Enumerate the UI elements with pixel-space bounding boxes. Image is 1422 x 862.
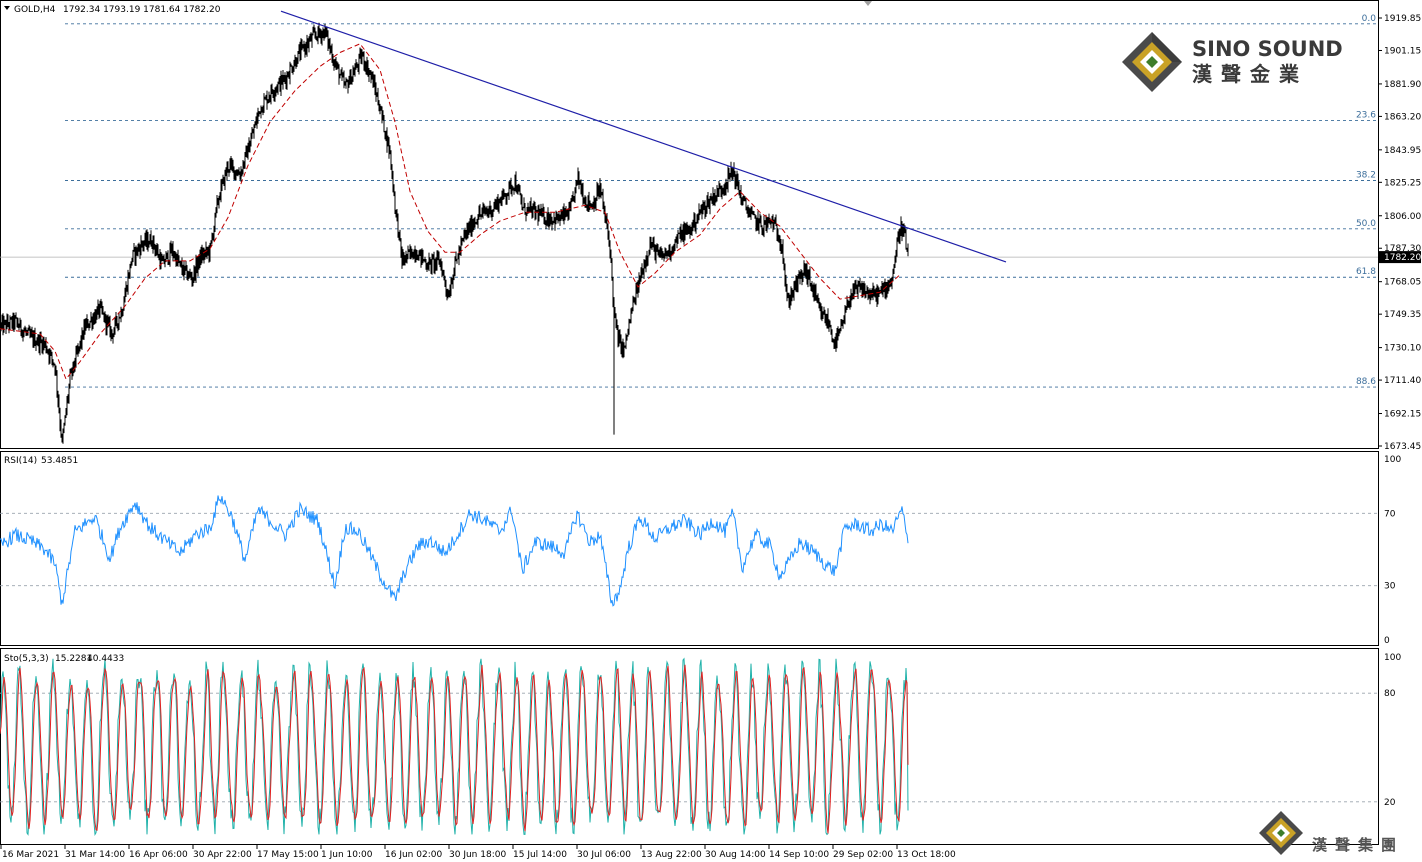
time-tick-label: 13 Oct 18:00 [897, 850, 956, 860]
descending-trendline[interactable] [280, 10, 1007, 263]
sto-pane-frame [0, 648, 1379, 845]
rsi-plot: 100 70 30 0 [0, 455, 1401, 646]
price-plot [0, 10, 1007, 444]
diamond-logo-icon [1122, 32, 1182, 92]
price-tick-label: 1825.25 [1384, 178, 1421, 188]
price-tick-label: 1692.15 [1384, 410, 1421, 420]
fib-level-label: 0.0 [1362, 14, 1377, 24]
current-price-badge [1379, 251, 1421, 264]
rsi-pane-frame [0, 451, 1379, 646]
price-bars-series [0, 22, 909, 444]
brand-logo: SINO SOUND 漢聲金業 [1122, 32, 1343, 92]
time-tick-label: 16 Jun 02:00 [385, 850, 442, 860]
footer-brand: 漢聲集團 [1259, 811, 1404, 855]
ohlc-values: 1792.34 1793.19 1781.64 1782.20 [63, 5, 221, 15]
dropdown-triangle-icon[interactable] [4, 6, 10, 10]
price-tick-label: 1749.35 [1384, 310, 1421, 320]
fib-level-label: 38.2 [1356, 170, 1376, 180]
rsi-tick-label: 100 [1384, 455, 1401, 465]
sto-signal-series [0, 664, 909, 834]
current-price-label: 1782.20 [1384, 253, 1421, 263]
brand-name-en: SINO SOUND [1192, 37, 1343, 61]
time-tick-label: 1 Jun 10:00 [321, 850, 373, 860]
sto-main-value: 15.2281 [55, 654, 92, 664]
fib-levels-group: 0.0 23.6 38.2 50.0 61.8 88.6 [65, 14, 1378, 388]
price-tick-label: 1768.05 [1384, 278, 1421, 288]
price-tick-label: 1863.20 [1384, 112, 1421, 122]
time-tick-label: 30 Aug 14:00 [705, 850, 766, 860]
sto-main-series [0, 657, 909, 837]
time-tick-label: 14 Sep 10:00 [769, 850, 829, 860]
time-tick-label: 15 Jul 14:00 [513, 850, 567, 860]
moving-average-series [0, 43, 901, 380]
price-axis: 1919.85 1901.15 1881.90 1863.20 1843.95 1825.… [0, 14, 1421, 452]
brand-name-zh: 漢聲金業 [1192, 62, 1308, 86]
time-tick-label: 30 Jul 06:00 [577, 850, 631, 860]
rsi-tick-label: 70 [1384, 509, 1396, 519]
price-tick-label: 1806.00 [1384, 212, 1421, 222]
price-tick-label: 1843.95 [1384, 146, 1421, 156]
rsi-series [0, 495, 909, 607]
time-tick-label: 16 Apr 06:00 [129, 850, 188, 860]
fib-level-label: 23.6 [1356, 110, 1376, 120]
rsi-label: RSI(14) [4, 456, 37, 466]
price-tick-label: 1787.30 [1384, 244, 1421, 254]
sto-label: Sto(5,3,3) [4, 654, 49, 664]
sto-tick-label: 20 [1384, 798, 1396, 808]
rsi-tick-label: 0 [1384, 636, 1390, 646]
sto-plot: 100 80 20 [0, 653, 1401, 837]
rsi-value: 53.4851 [41, 456, 78, 466]
price-tick-label: 1901.15 [1384, 46, 1421, 56]
time-tick-label: 30 Apr 22:00 [193, 850, 252, 860]
rsi-tick-label: 30 [1384, 582, 1396, 592]
time-tick-label: 29 Sep 02:00 [833, 850, 893, 860]
fib-level-label: 61.8 [1356, 267, 1376, 277]
fib-level-label: 50.0 [1356, 219, 1376, 229]
time-axis: 16 Mar 2021 31 Mar 14:00 16 Apr 06:00 30 Ap… [0, 845, 956, 860]
time-tick-label: 30 Jun 18:00 [449, 850, 506, 860]
chart-shift-marker-icon[interactable] [864, 1, 872, 6]
sto-signal-value: 40.4433 [87, 654, 124, 664]
main-pane-frame [0, 0, 1379, 449]
symbol-label: GOLD,H4 [14, 5, 56, 15]
small-diamond-logo-icon [1259, 811, 1303, 855]
time-tick-label: 13 Aug 22:00 [641, 850, 702, 860]
price-tick-label: 1673.45 [1384, 442, 1421, 452]
price-tick-label: 1919.85 [1384, 14, 1421, 24]
price-tick-label: 1881.90 [1384, 80, 1421, 90]
time-tick-label: 16 Mar 2021 [2, 850, 59, 860]
time-tick-label: 17 May 15:00 [257, 850, 319, 860]
price-tick-label: 1730.10 [1384, 344, 1421, 354]
footer-brand-zh: 漢聲集團 [1312, 836, 1404, 854]
price-tick-label: 1711.40 [1384, 376, 1421, 386]
sto-tick-label: 80 [1384, 689, 1396, 699]
fib-level-label: 88.6 [1356, 377, 1376, 387]
sto-tick-label: 100 [1384, 653, 1401, 663]
time-tick-label: 31 Mar 14:00 [65, 850, 125, 860]
